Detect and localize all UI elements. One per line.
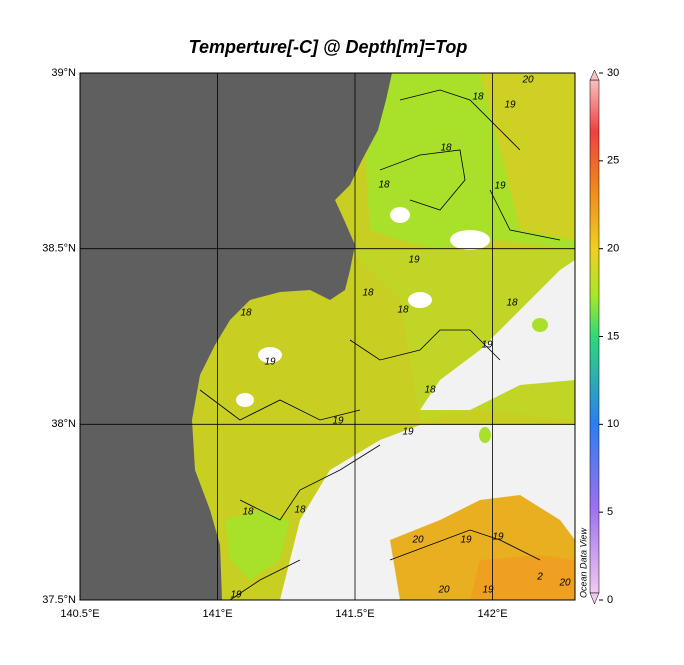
warm-region <box>470 555 575 600</box>
colorbar-label: 0 <box>607 594 613 606</box>
contour-label: 18 <box>397 305 409 316</box>
map-title: Temperture[-C] @ Depth[m]=Top <box>189 37 468 57</box>
lat-tick-label: 37.5°N <box>42 594 76 606</box>
contour-label: 18 <box>378 180 390 191</box>
contour-label: 20 <box>411 535 424 546</box>
contour-label: 18 <box>440 143 452 154</box>
colorbar-label: 20 <box>607 243 619 255</box>
contour-label: 19 <box>460 535 472 546</box>
no-data <box>450 230 490 250</box>
contour-label: 19 <box>332 416 344 427</box>
contour-label: 18 <box>472 92 484 103</box>
contour-label: 18 <box>362 288 374 299</box>
contour-label: 19 <box>482 585 494 596</box>
green-region <box>479 427 491 443</box>
credit: Ocean Data View <box>578 528 588 598</box>
contour-label: 2 <box>536 572 543 583</box>
contour-label: 18 <box>294 505 306 516</box>
lat-tick-label: 39°N <box>51 67 76 79</box>
no-data <box>258 347 282 363</box>
colorbar-label: 25 <box>607 155 619 167</box>
green-region <box>532 318 548 332</box>
contour-label: 19 <box>504 100 516 111</box>
no-data <box>420 260 575 410</box>
colorbar-end <box>589 592 600 605</box>
map-area <box>80 73 575 600</box>
contour-label: 19 <box>494 181 506 192</box>
contour-label: 19 <box>408 255 420 266</box>
colorbar <box>589 79 600 594</box>
contour-label: 20 <box>521 75 534 86</box>
lat-tick-label: 38.5°N <box>42 243 76 255</box>
yellow-region <box>480 73 575 240</box>
contour-label: 19 <box>402 427 414 438</box>
colorbar-label: 10 <box>607 418 619 430</box>
contour-label: 18 <box>240 308 252 319</box>
contour-label: 18 <box>506 298 518 309</box>
lat-tick-label: 38°N <box>51 418 76 430</box>
contour-labels: 18 19 20 18 18 19 19 18 18 18 19 18 19 19 18 19 18 18 20 19… <box>230 75 571 601</box>
green-region <box>225 510 290 580</box>
no-data <box>236 393 254 407</box>
contour-label: 19 <box>492 532 504 543</box>
colorbar-end <box>589 69 600 81</box>
no-data <box>390 207 410 223</box>
contour-label: 19 <box>481 340 493 351</box>
colorbar-label: 5 <box>607 506 613 518</box>
colorbar-label: 30 <box>607 67 619 79</box>
contour-label: 18 <box>424 385 436 396</box>
contour-label: 19 <box>230 590 242 601</box>
land <box>80 73 392 600</box>
no-data <box>408 292 432 308</box>
lon-tick-label: 141°E <box>202 608 232 620</box>
contour-label: 19 <box>264 357 276 368</box>
colorbar-label: 15 <box>607 330 619 342</box>
contour-label: 18 <box>242 507 254 518</box>
lon-tick-label: 141.5°E <box>335 608 374 620</box>
contour-label: 20 <box>558 578 571 589</box>
lon-tick-label: 140.5°E <box>60 608 99 620</box>
contour-label: 20 <box>437 585 450 596</box>
lon-tick-label: 142°E <box>477 608 507 620</box>
contours <box>199 89 561 600</box>
